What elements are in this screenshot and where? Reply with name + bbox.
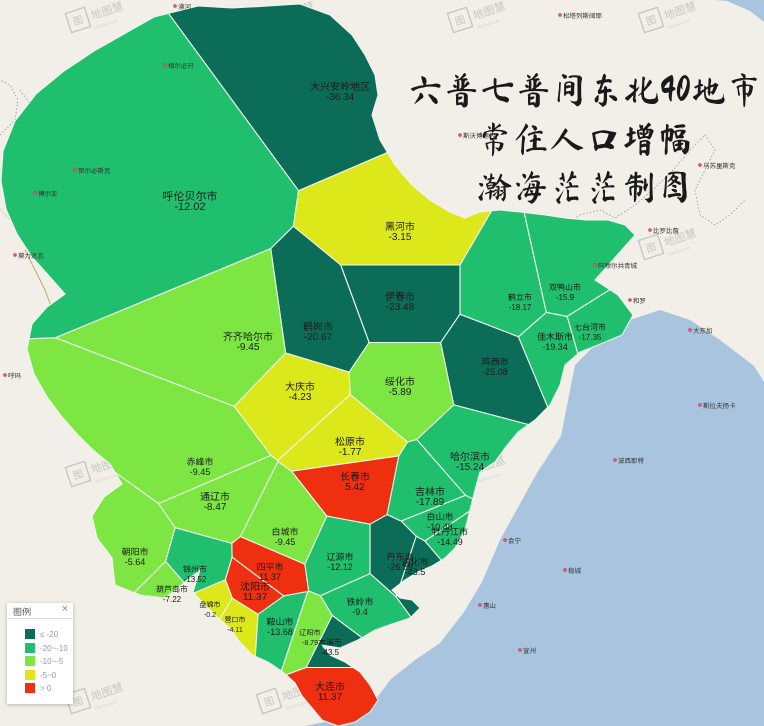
svg-text:锦州市: 锦州市 bbox=[183, 564, 207, 575]
svg-text:-8.47: -8.47 bbox=[204, 502, 227, 513]
svg-text:-4.11: -4.11 bbox=[227, 627, 243, 634]
svg-text:-13.52: -13.52 bbox=[184, 575, 207, 584]
svg-text:-5.89: -5.89 bbox=[389, 387, 412, 398]
svg-text:阿穆尔共青城: 阿穆尔共青城 bbox=[598, 260, 638, 270]
svg-text:-18.17: -18.17 bbox=[509, 303, 532, 312]
svg-text:伊春市: 伊春市 bbox=[385, 288, 415, 303]
svg-text:11.37: 11.37 bbox=[243, 592, 268, 603]
svg-text:-10.48: -10.48 bbox=[427, 522, 453, 532]
svg-text:莫力达瓦: 莫力达瓦 bbox=[18, 250, 45, 260]
svg-text:松原市: 松原市 bbox=[335, 433, 365, 448]
svg-text:-9.4: -9.4 bbox=[352, 607, 368, 617]
svg-text:-20.67: -20.67 bbox=[304, 332, 333, 343]
svg-text:-9.45: -9.45 bbox=[275, 537, 296, 547]
svg-text:盘锦市: 盘锦市 bbox=[200, 600, 221, 610]
svg-text:哈尔滨市: 哈尔滨市 bbox=[450, 448, 490, 463]
svg-text:博尔亚: 博尔亚 bbox=[38, 188, 58, 198]
svg-text:-3.15: -3.15 bbox=[389, 232, 412, 243]
svg-text:-9.45: -9.45 bbox=[237, 342, 260, 353]
svg-text:和罗: 和罗 bbox=[633, 295, 646, 305]
svg-text:宣州: 宣州 bbox=[523, 645, 536, 655]
svg-text:鹤立市: 鹤立市 bbox=[508, 292, 532, 303]
svg-text:-15.24: -15.24 bbox=[456, 462, 485, 473]
svg-text:-23.48: -23.48 bbox=[386, 302, 415, 313]
svg-text:会宁: 会宁 bbox=[508, 535, 522, 545]
svg-text:-4.23: -4.23 bbox=[289, 392, 312, 403]
svg-text:营口市: 营口市 bbox=[225, 615, 246, 625]
svg-text:-43.5: -43.5 bbox=[321, 648, 340, 657]
svg-text:相尔必开: 相尔必开 bbox=[168, 60, 195, 70]
svg-text:-8.79: -8.79 bbox=[302, 640, 318, 647]
svg-text:漠河: 漠河 bbox=[178, 1, 192, 11]
svg-text:-14.49: -14.49 bbox=[437, 537, 463, 547]
svg-text:-13.68: -13.68 bbox=[267, 627, 293, 637]
svg-text:比罗比詹: 比罗比詹 bbox=[653, 225, 680, 235]
svg-text:-12.02: -12.02 bbox=[174, 201, 205, 213]
svg-text:斯拉夫扬卡: 斯拉夫扬卡 bbox=[703, 400, 736, 410]
svg-text:-25.08: -25.08 bbox=[482, 367, 508, 377]
svg-text:本溪市: 本溪市 bbox=[318, 637, 342, 648]
svg-text:11.37: 11.37 bbox=[318, 692, 343, 703]
svg-text:-12.12: -12.12 bbox=[327, 562, 353, 572]
svg-text:-5.64: -5.64 bbox=[125, 557, 146, 567]
svg-text:通辽市: 通辽市 bbox=[200, 488, 230, 503]
svg-text:贺尔必斯克: 贺尔必斯克 bbox=[78, 165, 111, 175]
svg-text:惠山: 惠山 bbox=[483, 600, 496, 610]
svg-text:稳城: 稳城 bbox=[568, 565, 582, 575]
svg-text:-17.89: -17.89 bbox=[416, 497, 445, 508]
svg-text:双鸭山市: 双鸭山市 bbox=[549, 282, 581, 293]
svg-text:-9.45: -9.45 bbox=[190, 467, 211, 477]
svg-text:七台河市: 七台河市 bbox=[574, 322, 606, 333]
svg-text:-1.77: -1.77 bbox=[339, 447, 362, 458]
svg-text:鹤岗市: 鹤岗市 bbox=[303, 318, 333, 333]
svg-text:5.42: 5.42 bbox=[345, 482, 365, 493]
svg-text:松塔列斯阔耶: 松塔列斯阔耶 bbox=[563, 10, 602, 20]
svg-text:-19.34: -19.34 bbox=[542, 342, 568, 352]
svg-text:-7.22: -7.22 bbox=[163, 595, 182, 604]
svg-text:-26.59: -26.59 bbox=[387, 562, 413, 572]
svg-text:沈阳市: 沈阳市 bbox=[240, 578, 270, 593]
svg-text:葫芦岛市: 葫芦岛市 bbox=[156, 584, 188, 595]
svg-text:大连市: 大连市 bbox=[315, 678, 345, 693]
svg-text:绥化市: 绥化市 bbox=[385, 373, 415, 388]
svg-text:呼玛: 呼玛 bbox=[8, 370, 22, 380]
svg-text:黑河市: 黑河市 bbox=[385, 218, 415, 233]
svg-text:齐齐哈尔市: 齐齐哈尔市 bbox=[223, 328, 273, 343]
svg-text:-0.2: -0.2 bbox=[204, 612, 216, 619]
svg-text:长春市: 长春市 bbox=[340, 468, 370, 483]
svg-text:-17.35: -17.35 bbox=[579, 333, 602, 342]
svg-text:大兴安岭地区: 大兴安岭地区 bbox=[310, 78, 370, 93]
svg-text:-15.9: -15.9 bbox=[556, 293, 575, 302]
svg-text:-36.34: -36.34 bbox=[326, 92, 355, 103]
svg-text:吉林市: 吉林市 bbox=[415, 483, 445, 498]
svg-text:波西耶特: 波西耶特 bbox=[618, 455, 645, 465]
svg-text:大庆市: 大庆市 bbox=[285, 378, 315, 393]
svg-text:大东加: 大东加 bbox=[693, 325, 713, 335]
